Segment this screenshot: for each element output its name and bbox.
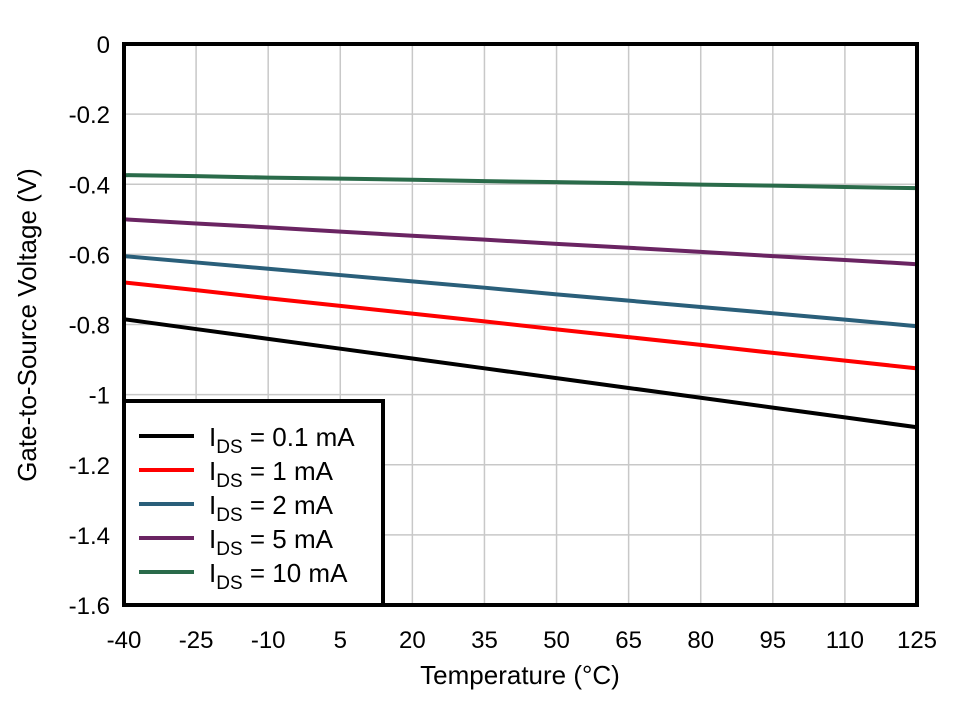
x-tick-label: 35 [471,627,498,654]
legend-label: IDS = 5 mA [209,524,334,560]
series-line [123,317,918,430]
x-tick-label: 5 [334,627,347,654]
series-line [123,280,918,371]
series-line [123,254,918,329]
x-tick-label: -40 [107,627,142,654]
x-tick-label: -25 [179,627,214,654]
series-line [123,173,918,191]
data-lines [123,173,918,430]
legend-label: IDS = 0.1 mA [209,422,355,458]
x-tick-label: 95 [759,627,786,654]
legend-label: IDS = 10 mA [209,558,348,594]
y-tick-label: -1.6 [69,593,110,620]
y-axis-title: Gate-to-Source Voltage (V) [12,168,42,482]
y-tick-label: -0.8 [69,313,110,340]
legend-label: IDS = 2 mA [209,490,334,526]
y-tick-label: -0.2 [69,102,110,129]
y-axis-ticks: 0 -0.2 -0.4 -0.6 -0.8 -1 -1.2 -1.4 -1.6 [69,32,110,620]
y-tick-label: -1.2 [69,453,110,480]
y-tick-label: 0 [97,32,110,59]
series-line [123,217,918,267]
y-tick-label: -1 [89,383,110,410]
y-tick-label: -0.6 [69,242,110,269]
x-tick-label: 80 [687,627,714,654]
plot-frame [122,42,919,607]
legend-label: IDS = 1 mA [209,456,334,492]
x-tick-label: 50 [543,627,570,654]
x-tick-label: 65 [615,627,642,654]
x-axis-title: Temperature (°C) [420,660,620,690]
x-tick-label: 125 [897,627,937,654]
y-tick-label: -1.4 [69,523,110,550]
x-tick-label: 20 [399,627,426,654]
x-axis-ticks: -40 -25 -10 5 20 35 50 65 80 95 110 125 [107,627,937,654]
x-tick-label: 110 [826,627,864,654]
y-tick-label: -0.4 [69,172,110,199]
x-tick-label: -10 [251,627,286,654]
